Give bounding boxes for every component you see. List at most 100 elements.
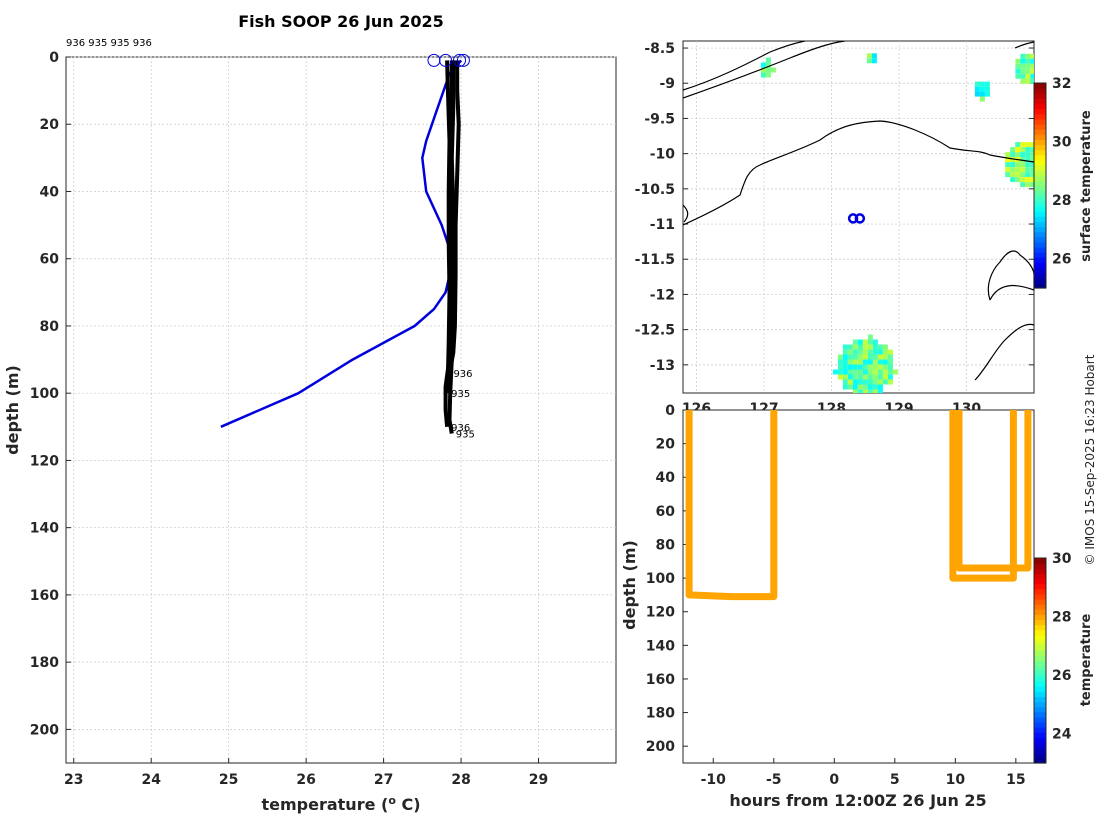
sst-cell [857,349,863,355]
lat-tick-label: -9.5 [644,111,675,127]
series-end-label: 936 [451,423,470,434]
sst-cell [1025,68,1031,74]
colorbar-segment [1034,165,1046,171]
coastline [683,41,806,91]
sst-cell [872,359,878,365]
sst-cell [877,364,883,370]
map-frame [682,40,1035,394]
sst-cell [862,354,868,360]
sst-cell [872,389,878,393]
sst-map-chart: 126 127 128 129 130-8.5-9-9.5-10-10.5-11-11.… [635,40,1094,417]
sst-cell [867,374,873,380]
colorbar-segment [1034,660,1046,667]
sst-cell [852,384,858,390]
sst-cell [837,359,843,365]
sst-cell [867,334,873,340]
coastline [683,204,689,223]
colorbar-label: temperature [1079,614,1094,707]
sst-cell [1025,182,1031,188]
sst-cell [852,354,858,360]
x-tick-label: 28 [451,772,470,788]
sst-cell [1020,157,1026,163]
sst-cell [1010,162,1016,168]
sst-cell [1030,73,1034,79]
sst-cell [979,91,985,97]
sst-cell [887,359,893,365]
sst-cell [862,384,868,390]
sst-cell [877,349,883,355]
sst-cell [887,349,893,355]
credit-text: © IMOS 15-Sep-2025 16:23 Hobart [1083,354,1097,565]
colorbar-segment [1034,247,1046,253]
sst-cell [862,349,868,355]
sst-cell [857,369,863,375]
sst-cell [1015,162,1021,168]
y-tick-label: 80 [656,537,676,553]
sst-cell [984,86,990,92]
sst-cell [887,374,893,380]
sst-cell [877,344,883,350]
colorbar-segment [1034,257,1046,263]
colorbar-tick-label: 32 [1052,76,1071,92]
x-tick-label: 26 [296,772,315,788]
sst-cell [765,67,771,73]
x-tick-label: 15 [1006,772,1025,788]
sst-cell [1005,157,1011,163]
sst-cell [867,354,873,360]
sst-cell [1030,162,1034,168]
colorbar-segment [1034,558,1046,564]
x-tick-label: 24 [141,772,161,788]
sst-cell [837,369,843,375]
colorbar-segment [1034,134,1046,140]
sst-cell [1030,167,1034,173]
sst-cell [872,379,878,385]
lat-tick-label: -9 [659,76,675,92]
colorbar-segment [1034,108,1046,115]
sst-cell [1030,53,1034,59]
sst-cell [1020,58,1026,64]
lat-tick-label: -10 [650,147,676,163]
sst-cell [863,395,868,400]
sst-cell [852,389,858,393]
sst-cell [872,374,878,380]
sst-cell [867,339,873,345]
colorbar-segment [1034,185,1046,192]
sst-cell [1030,172,1034,178]
sst-cell [1035,74,1040,79]
colorbar-segment [1034,144,1046,151]
colorbar-segment [1034,619,1046,626]
x-tick-label: -10 [701,772,727,788]
sst-cell [974,81,980,87]
x-tick-label: 29 [529,772,548,788]
colorbar-segment [1034,650,1046,656]
sst-cell [1025,157,1031,163]
colorbar-segment [1034,195,1046,202]
colorbar-segment [1034,113,1046,120]
sst-cell [842,359,848,365]
x-tick-label: -5 [766,772,782,788]
sst-cell [1030,157,1034,163]
sst-cell [1010,157,1016,163]
sst-cell [862,364,868,370]
sst-cell [866,58,872,64]
colorbar-segment [1034,118,1046,125]
profile-start-marker [453,53,467,67]
y-tick-label: 0 [665,403,675,419]
y-tick-label: 140 [30,521,59,537]
y-tick-label: 40 [40,184,60,200]
colorbar-segment [1034,211,1046,217]
sst-cell [867,389,873,393]
depth-time-chart: -10 -5 0 5 10 15 0 20 40 60 80 100 120 140 160 180 200 ho… [620,403,1094,810]
colorbar-segment [1034,226,1046,233]
sst-cell [979,81,985,87]
lat-tick-label: -11 [650,217,675,233]
sst-cell [974,91,980,97]
sst-cell [842,369,848,375]
colorbar-frame [1033,557,1047,764]
colorbar-segment [1034,277,1046,284]
profile-start-marker [456,53,470,67]
sst-patch [1005,142,1034,188]
colorbar-segment [1034,216,1046,222]
series-line-936 [447,60,461,374]
colorbar-segment [1034,583,1046,590]
